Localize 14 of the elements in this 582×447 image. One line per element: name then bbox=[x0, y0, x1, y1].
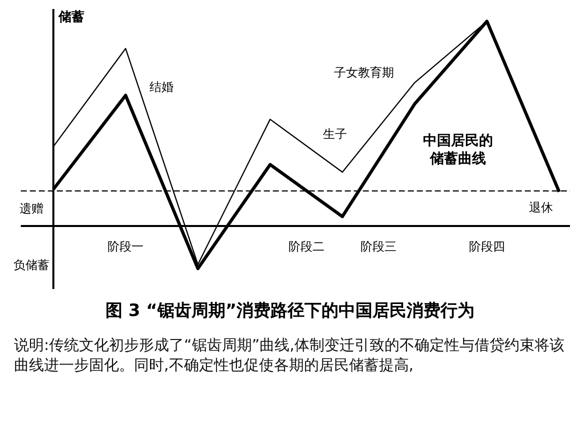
annotation: 退休 bbox=[529, 200, 554, 215]
annotation: 阶段三 bbox=[360, 239, 397, 254]
annotation: 阶段二 bbox=[288, 239, 324, 254]
annotation: 遗赠 bbox=[20, 202, 44, 216]
annotation: 子女教育期 bbox=[334, 65, 394, 80]
annotation: 结婚 bbox=[150, 80, 174, 94]
text: 说明:传统文化初步形成了“锯齿周期”曲线,体制变迁引致的不确定性与借贷约束将该曲线进一步固化。同时,不确定性也促使各期的居民储蓄提高, bbox=[14, 335, 566, 375]
annotation: 生子 bbox=[323, 126, 348, 141]
annotation: 阶段四 bbox=[468, 239, 505, 254]
text: 图 3 “锯齿周期”消费路径下的中国居民消费行为 bbox=[105, 301, 475, 321]
series-label: 中国居民的储蓄曲线 bbox=[423, 132, 493, 167]
annotation: 负储蓄 bbox=[14, 258, 50, 272]
annotation: 阶段一 bbox=[108, 239, 144, 254]
y-axis-title: 储蓄 bbox=[57, 9, 84, 25]
